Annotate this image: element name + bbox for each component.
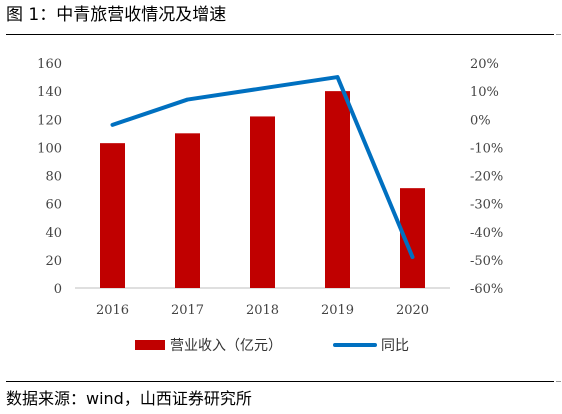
y-left-tick-label: 60 [45,198,62,213]
right-axis-ticks: -60% -50% -40% -30% -20% -10% 0% 10% 20% [470,57,503,297]
legend-label-revenue: 营业收入（亿元） [170,338,282,354]
y-left-tick-label: 80 [45,170,62,185]
y-right-tick-label: 0% [470,113,491,128]
revenue-bar [100,143,125,288]
edge-tick-top [556,34,561,35]
revenue-growth-chart: 0 20 40 60 80 100 120 140 160 -60% -50% -40% -30% -2… [37,57,503,354]
legend-swatch-revenue [135,340,165,350]
revenue-bars [100,91,425,288]
legend-label-growth: 同比 [381,338,409,354]
left-axis-ticks: 0 20 40 60 80 100 120 140 160 [37,57,62,297]
y-left-tick-label: 160 [37,57,62,72]
y-left-tick-label: 20 [45,254,62,269]
y-right-tick-label: 10% [470,85,499,100]
y-left-tick-label: 120 [37,113,62,128]
x-tick-label: 2018 [246,303,279,318]
x-axis-ticks: 2016 2017 2018 2019 2020 [96,303,429,318]
y-right-tick-label: 20% [470,57,499,72]
y-left-tick-label: 40 [45,226,62,241]
edge-tick-bottom [556,381,561,382]
x-tick-label: 2016 [96,303,129,318]
source-note: 数据来源：wind，山西证券研究所 [6,389,252,408]
growth-line-layer [110,75,415,260]
y-left-tick-label: 0 [54,282,62,297]
y-right-tick-label: -10% [470,141,503,156]
y-right-tick-label: -30% [470,198,503,213]
legend: 营业收入（亿元） 同比 [135,338,409,354]
y-right-tick-label: -40% [470,226,503,241]
x-tick-label: 2020 [396,303,429,318]
y-right-tick-label: -20% [470,170,503,185]
x-tick-label: 2019 [321,303,354,318]
top-rule [6,34,554,35]
y-left-tick-label: 140 [37,85,62,100]
revenue-bar [325,91,350,288]
y-left-tick-label: 100 [37,141,62,156]
y-right-tick-label: -60% [470,282,503,297]
revenue-bar [250,116,275,288]
x-tick-label: 2017 [171,303,204,318]
bottom-rule [6,381,554,382]
figure-title: 图 1：中青旅营收情况及增速 [6,5,227,25]
growth-line [110,75,415,260]
y-right-tick-label: -50% [470,254,503,269]
revenue-bar [175,133,200,288]
